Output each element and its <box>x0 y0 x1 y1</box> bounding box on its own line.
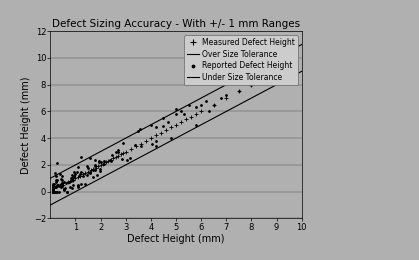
Legend: Measured Defect Height, Over Size Tolerance, Reported Defect Height, Under Size : Measured Defect Height, Over Size Tolera… <box>184 35 298 85</box>
Title: Defect Sizing Accuracy - With +/- 1 mm Ranges: Defect Sizing Accuracy - With +/- 1 mm R… <box>52 19 300 29</box>
X-axis label: Defect Height (mm): Defect Height (mm) <box>127 234 225 244</box>
Y-axis label: Defect Height (mm): Defect Height (mm) <box>21 76 31 174</box>
